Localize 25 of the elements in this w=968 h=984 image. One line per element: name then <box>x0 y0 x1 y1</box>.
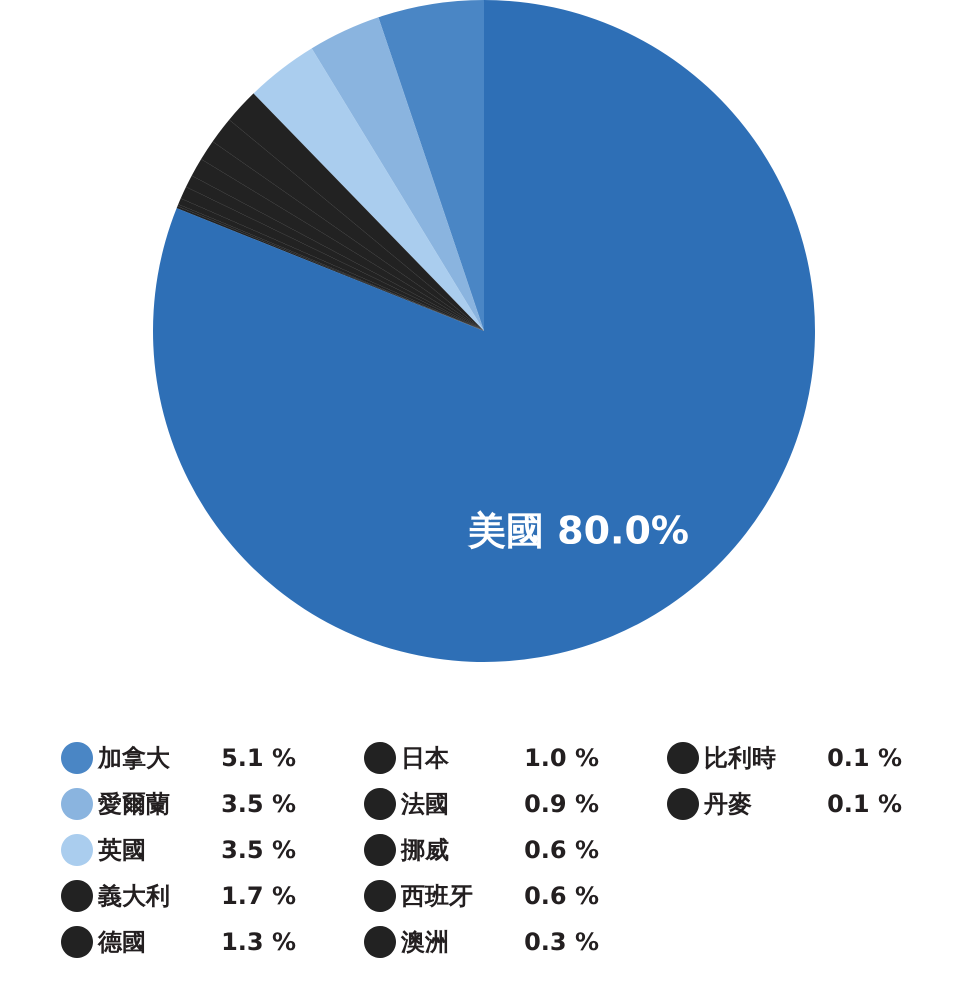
data-label: 0.1 % <box>827 790 902 818</box>
legend-label: 丹麥 <box>703 790 752 818</box>
data-label: 5.1 % <box>221 744 296 772</box>
legend-label: 澳洲 <box>400 928 449 956</box>
legend-label: 加拿大 <box>97 744 171 772</box>
slice-label: 美國 80.0% <box>466 508 690 553</box>
data-label: 3.5 % <box>221 836 296 864</box>
legend-label: 英國 <box>97 836 146 864</box>
legend-label: 德國 <box>97 928 146 956</box>
data-label: 1.3 % <box>221 928 296 956</box>
data-label: 0.6 % <box>524 882 599 910</box>
legend-label: 日本 <box>401 744 450 772</box>
legend-label: 挪威 <box>400 836 449 864</box>
data-label: 1.7 % <box>221 882 296 910</box>
data-label: 0.9 % <box>524 790 599 818</box>
legend-label: 法國 <box>400 790 449 818</box>
legend-label: 義大利 <box>97 882 170 910</box>
legend-label: 西班牙 <box>400 882 473 910</box>
legend-label: 愛爾蘭 <box>98 790 170 818</box>
data-label: 0.6 % <box>524 836 599 864</box>
legend-label: 比利時 <box>704 744 776 772</box>
data-label: 1.0 % <box>524 744 599 772</box>
data-label: 0.1 % <box>827 744 902 772</box>
data-label: 0.3 % <box>524 928 599 956</box>
data-label: 3.5 % <box>221 790 296 818</box>
